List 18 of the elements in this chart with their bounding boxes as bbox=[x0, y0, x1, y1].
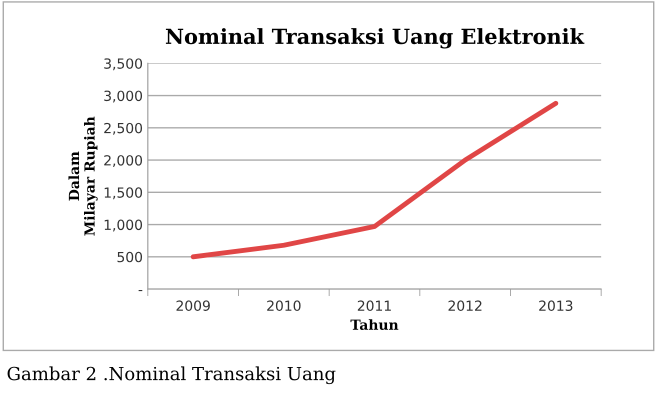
x-tick-label: 2010 bbox=[267, 300, 301, 311]
chart-title: Nominal Transaksi Uang Elektronik bbox=[166, 28, 584, 49]
y-tick-label: 500 bbox=[118, 252, 142, 262]
y-tick-label: 1,500 bbox=[104, 187, 142, 200]
x-tick-label: 2012 bbox=[448, 300, 482, 311]
x-tick-label: 2009 bbox=[176, 300, 210, 311]
x-tick-label: 2011 bbox=[358, 300, 391, 311]
y-tick-label: 1,000 bbox=[104, 220, 142, 232]
y-axis-title: Dalam Milayar Rupiah bbox=[68, 116, 98, 236]
y-tick-label: - bbox=[138, 290, 142, 292]
x-axis-title: Tahun bbox=[350, 319, 398, 330]
y-tick-label: 2,000 bbox=[104, 155, 142, 167]
y-tick-label: 3,000 bbox=[104, 90, 142, 102]
x-tick-label: 2013 bbox=[539, 300, 572, 311]
y-tick-label: 3,500 bbox=[104, 58, 142, 70]
y-tick-label: 2,500 bbox=[104, 122, 142, 135]
line-series bbox=[190, 100, 558, 260]
text: Gambar 2 .Nominal Transaksi Uang bbox=[8, 366, 336, 384]
